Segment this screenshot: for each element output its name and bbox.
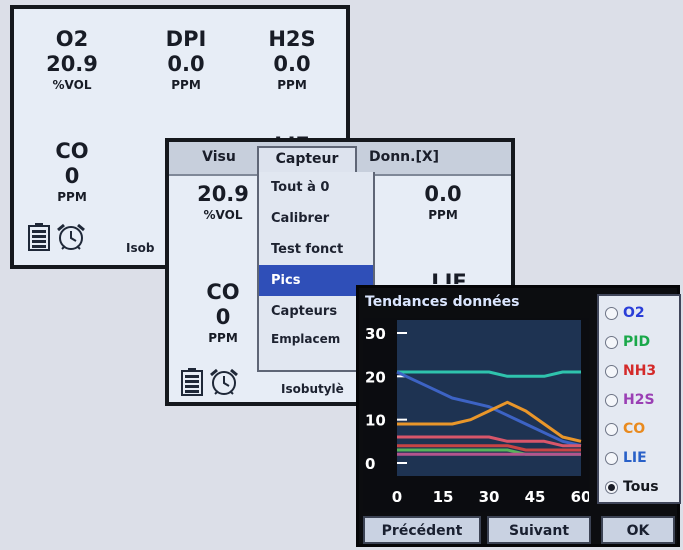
menu-bar: Visu Capteur Donn.[X]	[169, 142, 511, 176]
gas-value: 0.0	[424, 182, 462, 206]
gas-unit: PPM	[57, 190, 87, 204]
radio-option-h2s[interactable]: H2S	[605, 387, 655, 413]
x-tick-label: 60	[571, 488, 589, 506]
radio-option-o2[interactable]: O2	[605, 300, 645, 326]
radio-label: LIE	[623, 450, 647, 466]
radio-button[interactable]	[605, 422, 618, 436]
gas-reading-co: CO 0 PPM	[22, 139, 122, 206]
radio-button[interactable]	[605, 335, 618, 349]
menu-screen: Visu Capteur Donn.[X] 20.9 %VOL 0.0 PPM …	[165, 138, 515, 406]
gas-unit: PPM	[428, 208, 458, 222]
menu-item-bump-test[interactable]: Test fonct	[271, 242, 344, 257]
gas-name: LIE	[242, 133, 342, 141]
gas-value: 0	[215, 305, 231, 329]
menu-item-sensors[interactable]: Capteurs	[271, 304, 338, 319]
battery-icon	[181, 368, 203, 396]
gas-unit: PPM	[171, 78, 201, 92]
reading-co: CO 0 PPM	[173, 280, 273, 347]
series-line-0	[397, 370, 581, 378]
reading-lie-partial: LIE	[399, 270, 499, 284]
gas-name: DPI	[165, 27, 207, 51]
series-line-4	[397, 444, 581, 452]
radio-label: PID	[623, 334, 651, 350]
gas-selector: O2 PID NH3 H2S CO LIE Tous	[597, 294, 681, 504]
next-button[interactable]: Suivant	[487, 516, 591, 544]
gas-reading-o2: O2 20.9 %VOL	[22, 27, 122, 94]
menu-item-location[interactable]: Emplacem	[271, 332, 341, 346]
gas-value: 0.0	[167, 52, 205, 76]
radio-label: NH3	[623, 363, 657, 379]
x-tick-label: 15	[433, 488, 454, 506]
gas-unit: PPM	[277, 78, 307, 92]
alarm-clock-icon	[210, 368, 238, 395]
gas-name: CO	[55, 139, 89, 163]
previous-button[interactable]: Précédent	[363, 516, 481, 544]
menu-tab-donn[interactable]: Donn.[X]	[368, 149, 440, 165]
gas-reading-lie-partial: LIE	[242, 133, 342, 141]
y-tick-label: 30	[365, 325, 386, 343]
y-tick-label: 0	[365, 455, 375, 473]
reading-o2: 20.9 %VOL	[173, 182, 273, 224]
gas-name: H2S	[268, 27, 316, 51]
series-line-2	[397, 400, 582, 443]
gas-reading-h2s: H2S 0.0 PPM	[242, 27, 342, 94]
radio-option-nh3[interactable]: NH3	[605, 358, 656, 384]
radio-button[interactable]	[605, 306, 618, 320]
gas-value: 0	[64, 164, 80, 188]
status-text: Isobutylè	[281, 382, 344, 396]
menu-tab-capteur[interactable]: Capteur	[257, 146, 357, 174]
gas-value: 20.9	[197, 182, 249, 206]
menu-item-calibrate[interactable]: Calibrer	[271, 211, 330, 226]
gas-unit: %VOL	[52, 78, 92, 92]
radio-option-co[interactable]: CO	[605, 416, 645, 442]
radio-button[interactable]	[605, 480, 618, 494]
radio-option-pid[interactable]: PID	[605, 329, 650, 355]
gas-name: LIE	[431, 270, 467, 284]
gas-unit: %VOL	[203, 208, 243, 222]
y-tick-label: 10	[365, 412, 386, 430]
series-line-1	[396, 370, 582, 448]
gas-value: 0.0	[273, 52, 311, 76]
radio-label: O2	[623, 305, 645, 321]
gas-value: 20.9	[46, 52, 98, 76]
menu-tab-visu[interactable]: Visu	[202, 149, 236, 165]
gas-unit: PPM	[208, 331, 238, 345]
gas-name: CO	[206, 280, 240, 304]
y-tick-label: 20	[365, 368, 386, 386]
chart-title: Tendances données	[365, 294, 520, 310]
reading-h2s: 0.0 PPM	[393, 182, 493, 224]
radio-label: H2S	[623, 392, 655, 408]
ok-button[interactable]: OK	[601, 516, 675, 544]
menu-item-zero-all[interactable]: Tout à 0	[271, 180, 330, 195]
battery-icon	[28, 223, 50, 251]
x-tick-label: 30	[479, 488, 500, 506]
menu-item-peaks[interactable]: Pics	[259, 265, 373, 296]
capteur-dropdown: Tout à 0 Calibrer Test fonct Pics Capteu…	[257, 172, 375, 372]
radio-label: Tous	[623, 479, 659, 495]
x-tick-label: 0	[392, 488, 402, 506]
gas-name: O2	[55, 27, 89, 51]
radio-option-lie[interactable]: LIE	[605, 445, 647, 471]
series-line-3	[397, 435, 581, 448]
plot-area	[397, 320, 581, 476]
status-text: Isob	[126, 241, 155, 255]
x-tick-label: 45	[525, 488, 546, 506]
trend-screen: Tendances données 0 10 20 30 0 15 30 45 60 O2 PID…	[356, 285, 681, 547]
gas-reading-dpi: DPI 0.0 PPM	[136, 27, 236, 94]
trend-chart: 0 10 20 30 0 15 30 45 60	[363, 318, 589, 512]
radio-option-tous[interactable]: Tous	[605, 474, 659, 500]
radio-button[interactable]	[605, 364, 618, 378]
radio-label: CO	[623, 421, 646, 437]
alarm-clock-icon	[57, 223, 85, 250]
radio-button[interactable]	[605, 451, 618, 465]
radio-button[interactable]	[605, 393, 618, 407]
